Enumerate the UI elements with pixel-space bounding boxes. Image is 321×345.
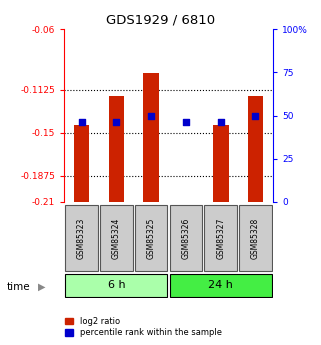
Legend: log2 ratio, percentile rank within the sample: log2 ratio, percentile rank within the s…: [65, 317, 222, 337]
Point: [183, 120, 188, 125]
Text: GSM85324: GSM85324: [112, 217, 121, 259]
Text: GSM85323: GSM85323: [77, 217, 86, 259]
Text: GDS1929 / 6810: GDS1929 / 6810: [106, 14, 215, 27]
FancyBboxPatch shape: [100, 205, 133, 271]
FancyBboxPatch shape: [65, 205, 98, 271]
Point: [149, 113, 154, 118]
FancyBboxPatch shape: [169, 274, 272, 297]
FancyBboxPatch shape: [169, 205, 202, 271]
Bar: [143, 73, 159, 202]
Text: GSM85327: GSM85327: [216, 217, 225, 259]
Bar: [74, 125, 90, 202]
Point: [79, 120, 84, 125]
Text: 24 h: 24 h: [208, 280, 233, 290]
FancyBboxPatch shape: [65, 274, 168, 297]
FancyBboxPatch shape: [135, 205, 168, 271]
Text: time: time: [6, 282, 30, 292]
FancyBboxPatch shape: [239, 205, 272, 271]
Bar: [247, 96, 263, 202]
Text: GSM85325: GSM85325: [147, 217, 156, 259]
Text: 6 h: 6 h: [108, 280, 125, 290]
Bar: [108, 96, 124, 202]
Text: GSM85326: GSM85326: [181, 217, 190, 259]
Bar: [213, 125, 229, 202]
Text: GSM85328: GSM85328: [251, 217, 260, 259]
Point: [218, 120, 223, 125]
Point: [114, 120, 119, 125]
Point: [253, 113, 258, 118]
Text: ▶: ▶: [38, 282, 46, 292]
FancyBboxPatch shape: [204, 205, 237, 271]
